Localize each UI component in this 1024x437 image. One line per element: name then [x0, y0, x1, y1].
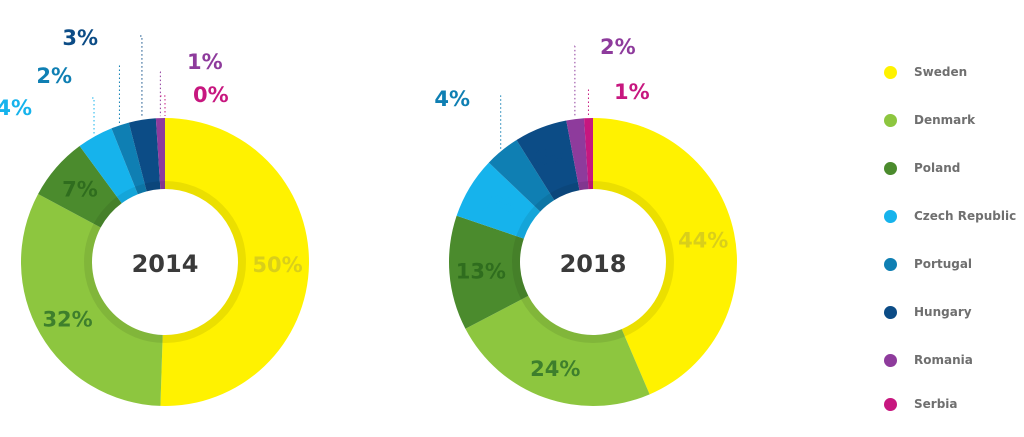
legend-item-serbia: Serbia — [884, 394, 958, 414]
legend-swatch — [884, 209, 897, 223]
slice-hungary-2018 — [516, 120, 580, 201]
donut-chart-2014: 2014 50% 32% 7% 4%2% 3% 1% 0% — [0, 26, 310, 407]
data-label-portugal-2014: 2% — [36, 64, 72, 88]
data-label-poland-2018: 13% — [456, 260, 506, 284]
legend-swatch — [884, 305, 897, 319]
slice-denmark-2014 — [20, 193, 163, 406]
legend-label: Sweden — [914, 65, 968, 79]
data-label-hungary-2018: 6% — [534, 146, 570, 170]
legend-item-czech-republic: Czech Republic — [884, 206, 1016, 226]
data-label-czech-republic-2018: 7% — [479, 193, 515, 217]
legend-label: Portugal — [914, 257, 973, 271]
slice-czech-republic-2018 — [456, 162, 541, 239]
inner-ring-2014 — [84, 181, 246, 343]
legend-label: Serbia — [914, 397, 958, 411]
leader-line-portugal-2014 — [118, 65, 120, 124]
slice-romania-2014 — [155, 118, 165, 190]
legend-swatch — [884, 65, 897, 79]
legend-swatch — [884, 113, 897, 127]
center-label-2014: 2014 — [132, 250, 199, 278]
slice-portugal-2014 — [111, 122, 147, 195]
slice-hungary-2014 — [128, 118, 161, 192]
inner-ring-2018 — [512, 181, 674, 343]
legend-item-hungary: Hungary — [884, 302, 972, 322]
leader-line-hungary-2014 — [140, 35, 143, 118]
data-label-sweden-2014: 50% — [252, 253, 302, 277]
slice-sweden-2014 — [160, 118, 310, 407]
slice-serbia-2018 — [584, 118, 593, 190]
data-label-serbia-2014: 0% — [193, 83, 229, 107]
data-label-denmark-2018: 24% — [530, 357, 580, 381]
data-label-serbia-2018: 1% — [614, 80, 650, 104]
data-label-hungary-2014: 3% — [62, 26, 98, 50]
data-label-poland-2014: 7% — [62, 177, 98, 201]
data-label-portugal-2018: 4% — [434, 87, 470, 111]
data-label-sweden-2018: 44% — [678, 228, 728, 252]
legend-label: Poland — [914, 161, 961, 175]
legend-item-romania: Romania — [884, 350, 973, 370]
legend-swatch — [884, 161, 897, 175]
leader-line-portugal-2018 — [500, 95, 502, 149]
donut-chart-2018: 2018 44% 24% 13% 7% 4% 6% 2% 1% — [434, 35, 737, 406]
legend-label: Czech Republic — [914, 209, 1017, 223]
legend-item-sweden: Sweden — [884, 62, 967, 82]
legend-swatch — [884, 397, 897, 411]
data-label-romania-2018: 2% — [600, 35, 636, 59]
data-label-czech-republic-2014: 4% — [0, 96, 32, 120]
slice-czech-republic-2014 — [79, 128, 138, 204]
legend-item-poland: Poland — [884, 158, 960, 178]
legend-label: Romania — [914, 353, 973, 367]
legend-swatch — [884, 353, 897, 367]
center-label-2018: 2018 — [560, 250, 627, 278]
data-label-denmark-2014: 32% — [42, 307, 92, 331]
slice-portugal-2018 — [488, 139, 555, 212]
data-label-romania-2014: 1% — [187, 50, 223, 74]
legend-label: Denmark — [914, 113, 976, 127]
slice-sweden-2018 — [593, 118, 737, 395]
legend-item-denmark: Denmark — [884, 110, 975, 130]
slice-denmark-2018 — [465, 295, 650, 406]
slice-romania-2018 — [566, 118, 589, 191]
leader-line-serbia-2014 — [160, 95, 166, 116]
slice-poland-2014 — [38, 146, 122, 228]
slice-poland-2018 — [449, 215, 529, 329]
legend-item-portugal: Portugal — [884, 254, 972, 274]
leader-line-czech-republic-2014 — [92, 97, 95, 135]
legend-swatch — [884, 257, 897, 271]
legend-label: Hungary — [914, 305, 972, 319]
